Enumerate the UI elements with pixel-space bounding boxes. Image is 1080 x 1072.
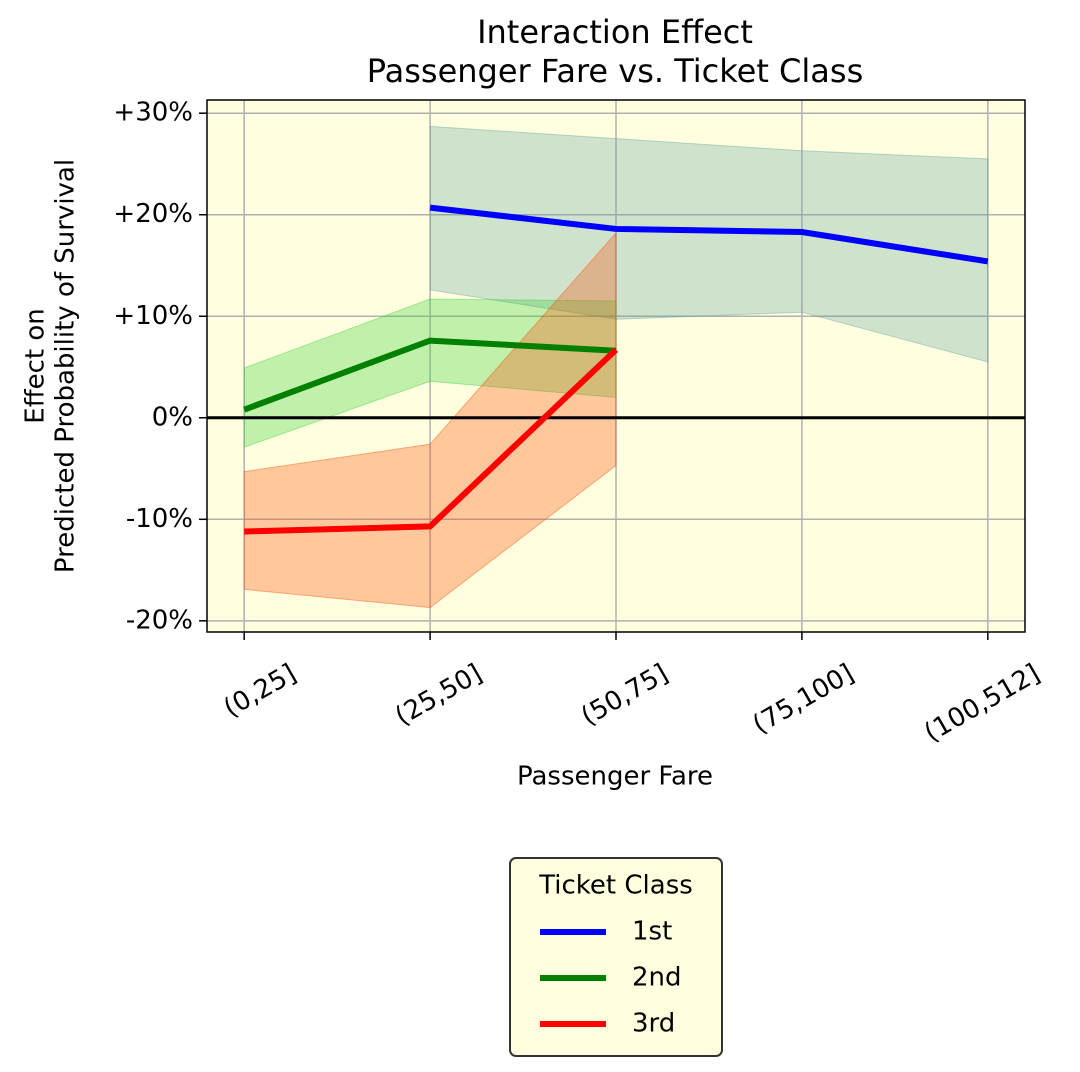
y-tick-label: -10% [126, 504, 193, 534]
confidence-band [243, 298, 617, 448]
series-line [243, 337, 617, 413]
legend-box [509, 857, 723, 1057]
x-tick-label: (25,50] [390, 659, 487, 732]
chart-title: Passenger Fare vs. Ticket Class [367, 52, 863, 90]
chart-title: Interaction Effect [477, 13, 753, 51]
confidence-band [429, 125, 989, 363]
y-tick-label: +30% [113, 98, 193, 128]
x-tick-label: (100,512] [919, 659, 1045, 749]
y-tick-label: 0% [152, 402, 193, 432]
y-tick-label: +20% [113, 199, 193, 229]
legend-label: 1st [632, 917, 672, 947]
y-axis-label: Predicted Probability of Survival [51, 159, 81, 573]
legend-label: 3rd [632, 1009, 675, 1039]
y-tick-label: -20% [126, 605, 193, 635]
y-tick-label: +10% [113, 301, 193, 331]
plot-frame [206, 99, 1026, 633]
x-tick-label: (50,75] [576, 659, 673, 732]
x-tick-label: (0,25] [219, 659, 302, 724]
x-tick-label: (75,100] [748, 659, 859, 741]
x-axis-label: Passenger Fare [517, 762, 713, 792]
y-axis-label: Effect on [21, 308, 51, 423]
legend: Ticket Class 1st 2nd 3rd [509, 857, 723, 1057]
legend-title: Ticket Class [538, 871, 693, 901]
series-line [244, 347, 619, 535]
series-line [429, 204, 989, 265]
confidence-band [243, 231, 617, 609]
legend-label: 2nd [632, 963, 682, 993]
